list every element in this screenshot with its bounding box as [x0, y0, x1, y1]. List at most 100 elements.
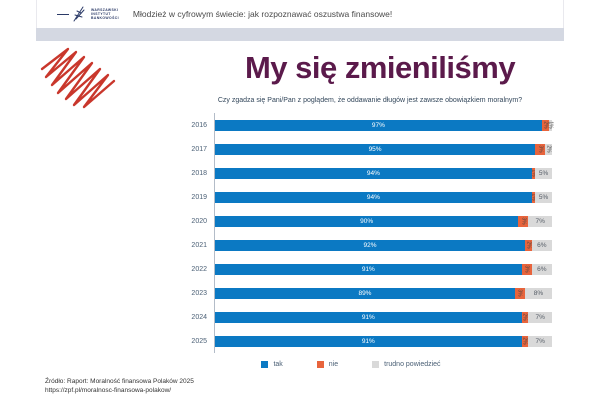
bar-segment-tak: 97%: [215, 119, 542, 131]
slide-subtitle: Czy zgadza się Pani/Pan z poglądem, że o…: [217, 97, 523, 104]
bar-value-label: 7%: [535, 217, 545, 225]
bar-track: 91% 2% 7%: [214, 329, 552, 353]
source-line: Źródło: Raport: Moralność finansowa Pola…: [45, 378, 194, 385]
year-label: 2021: [191, 241, 207, 249]
bar-segment-trudno-powiedzieć: 7%: [528, 335, 552, 347]
bar-segment-nie: 1%: [530, 191, 536, 203]
bar-segment-tak: 91%: [215, 335, 522, 347]
legend-swatch-icon: [372, 361, 380, 368]
bar-segment-tak: 92%: [215, 239, 526, 251]
bar-value-label: 94%: [366, 169, 380, 177]
legend-label: tak: [273, 361, 283, 368]
header-title: Młodzież w cyfrowym świecie: jak rozpozn…: [132, 9, 393, 19]
legend-item-nie: nie: [316, 361, 338, 368]
bar-value-label: 2%: [545, 145, 552, 153]
bar-row: 2016 97% 2% 1%: [150, 113, 554, 137]
bar-value-label: 3%: [516, 289, 523, 297]
year-label: 2020: [191, 217, 207, 225]
bar-segment-trudno-powiedzieć: 7%: [528, 311, 552, 323]
legend-label: trudno powiedzieć: [384, 361, 441, 368]
bar-value-label: 91%: [361, 265, 375, 273]
legend-item-tak: tak: [261, 361, 283, 368]
red-scribble-doodle: [40, 47, 116, 109]
bar-segment-nie: 2%: [541, 119, 549, 131]
bar-track: 90% 3% 7%: [214, 209, 552, 233]
bar-segment-tak: 90%: [215, 215, 519, 227]
bar-value-label: 92%: [363, 241, 377, 249]
bar-segment-nie: 3%: [514, 287, 526, 299]
bar-segment-nie: 2%: [525, 239, 532, 251]
source-note: Źródło: Raport: Moralność finansowa Pola…: [45, 377, 194, 395]
year-label: 2024: [191, 313, 207, 321]
bar-row: 2025 91% 2% 7%: [150, 329, 552, 353]
bar-segment-nie: 3%: [518, 215, 529, 227]
bar-segment-tak: 94%: [215, 191, 532, 203]
bar-value-label: 95%: [368, 145, 382, 153]
legend-swatch-icon: [316, 361, 324, 368]
bar-value-label: 94%: [366, 193, 380, 201]
chart-legend: tak nie trudno powiedzieć: [150, 361, 552, 368]
bar-segment-trudno-powiedzieć: 5%: [535, 167, 552, 179]
source-url[interactable]: https://zpf.pl/moralnosc-finansowa-polak…: [45, 387, 172, 394]
bar-row: 2018 94% 1% 5%: [150, 161, 552, 185]
bar-track: 97% 2% 1%: [214, 113, 554, 137]
bar-segment-tak: 94%: [215, 167, 532, 179]
year-label: 2022: [191, 265, 207, 273]
year-label: 2019: [191, 193, 207, 201]
bar-value-label: 7%: [535, 337, 545, 345]
bar-value-label: 91%: [361, 313, 375, 321]
bar-row: 2024 91% 2% 7%: [150, 305, 552, 329]
legend-swatch-icon: [261, 361, 269, 368]
bar-value-label: 6%: [537, 265, 547, 273]
bar-segment-nie: 2%: [521, 335, 529, 347]
bar-value-label: 2%: [525, 241, 532, 249]
bar-row: 2022 91% 3% 6%: [150, 257, 552, 281]
bar-segment-tak: 89%: [215, 287, 515, 299]
bar-value-label: 7%: [535, 313, 545, 321]
divider-band: [36, 28, 564, 41]
bar-segment-nie: 1%: [530, 167, 536, 179]
bar-segment-trudno-powiedzieć: 5%: [535, 191, 552, 203]
bar-rows: 2016 97% 2% 1% 2017 95% 3% 2% 2018 94% 1% 5% 2019 94%…: [150, 113, 554, 353]
year-label: 2016: [191, 121, 207, 129]
bar-value-label: 90%: [360, 217, 374, 225]
bar-segment-trudno-powiedzieć: 6%: [531, 263, 552, 275]
bar-segment-tak: 91%: [215, 311, 522, 323]
bar-value-label: 91%: [361, 337, 375, 345]
bar-row: 2023 89% 3% 8%: [150, 281, 552, 305]
bar-value-label: 5%: [538, 193, 549, 201]
year-label: 2025: [191, 337, 207, 345]
legend-item-trudno-powiedzieć: trudno powiedzieć: [372, 361, 441, 368]
bar-value-label: 3%: [523, 265, 530, 273]
bar-value-label: 89%: [358, 289, 372, 297]
bar-segment-nie: 2%: [521, 311, 529, 323]
bar-row: 2019 94% 1% 5%: [150, 185, 552, 209]
logo-dash: [57, 13, 69, 15]
year-label: 2018: [191, 169, 207, 177]
bar-segment-trudno-powiedzieć: 8%: [525, 287, 552, 299]
bar-value-label: 6%: [537, 241, 547, 249]
bar-segment-trudno-powiedzieć: 1%: [547, 119, 554, 131]
bar-value-label: 3%: [537, 145, 544, 153]
header-bar: WARSZAWSKI INSTYTUT BANKOWOŚCI Młodzież …: [36, 0, 564, 28]
year-label: 2023: [191, 289, 207, 297]
bar-track: 92% 2% 6%: [214, 233, 552, 257]
bar-track: 89% 3% 8%: [214, 281, 552, 305]
bar-value-label: 3%: [520, 217, 527, 225]
bar-track: 95% 3% 2%: [214, 137, 552, 161]
bar-row: 2020 90% 3% 7%: [150, 209, 552, 233]
bar-segment-nie: 3%: [535, 143, 546, 155]
bar-segment-nie: 3%: [521, 263, 532, 275]
bar-chart: 2016 97% 2% 1% 2017 95% 3% 2% 2018 94% 1% 5% 2019 94%…: [150, 113, 554, 353]
bar-value-label: 2%: [522, 313, 529, 321]
bar-row: 2021 92% 2% 6%: [150, 233, 552, 257]
bar-segment-trudno-powiedzieć: 7%: [528, 215, 552, 227]
bar-value-label: 1%: [547, 121, 554, 129]
bar-track: 91% 2% 7%: [214, 305, 552, 329]
bar-value-label: 97%: [371, 121, 385, 129]
bar-row: 2017 95% 3% 2%: [150, 137, 552, 161]
bar-segment-trudno-powiedzieć: 2%: [545, 143, 552, 155]
bar-value-label: 2%: [522, 337, 529, 345]
bar-value-label: 8%: [533, 289, 544, 297]
